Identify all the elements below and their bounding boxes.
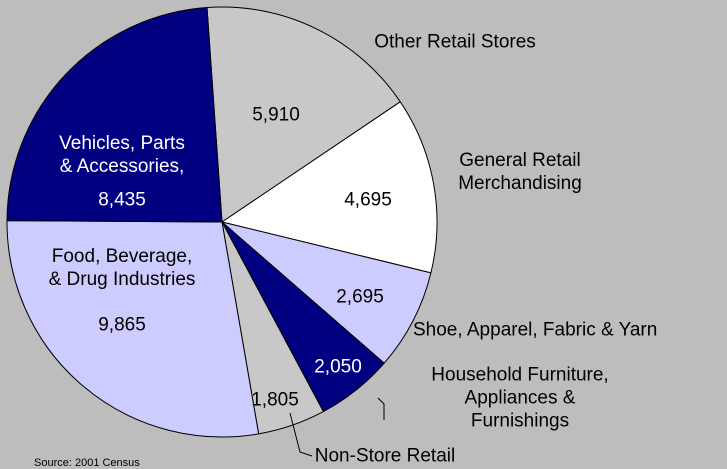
- value-label: 2,050: [314, 356, 362, 378]
- leader-line: [289, 412, 313, 457]
- value-label: 8,435: [98, 189, 146, 211]
- category-label: Other Retail Stores: [374, 31, 536, 53]
- category-label: Shoe, Apparel, Fabric & Yarn: [413, 319, 658, 341]
- category-label: Non-Store Retail: [314, 445, 456, 467]
- value-label: 1,805: [251, 389, 299, 411]
- source-note: Source: 2001 Census: [34, 457, 140, 469]
- category-label: Vehicles, Parts & Accessories,: [59, 133, 185, 177]
- category-label: Food, Beverage, & Drug Industries: [48, 246, 196, 290]
- category-label: General Retail Merchandising: [458, 150, 582, 194]
- pie-slice: [221, 221, 432, 364]
- pie-slice: [220, 101, 438, 274]
- value-label: 5,910: [252, 104, 300, 126]
- pie-slice: [6, 6, 223, 223]
- value-label: 9,865: [98, 314, 146, 336]
- pie-slice: [6, 220, 260, 438]
- value-label: 2,695: [336, 286, 384, 308]
- pie-slice: [206, 6, 401, 223]
- leader-line: [377, 397, 385, 420]
- value-label: 4,695: [344, 189, 392, 211]
- category-label: Household Furniture, Appliances & Furnis…: [431, 364, 609, 432]
